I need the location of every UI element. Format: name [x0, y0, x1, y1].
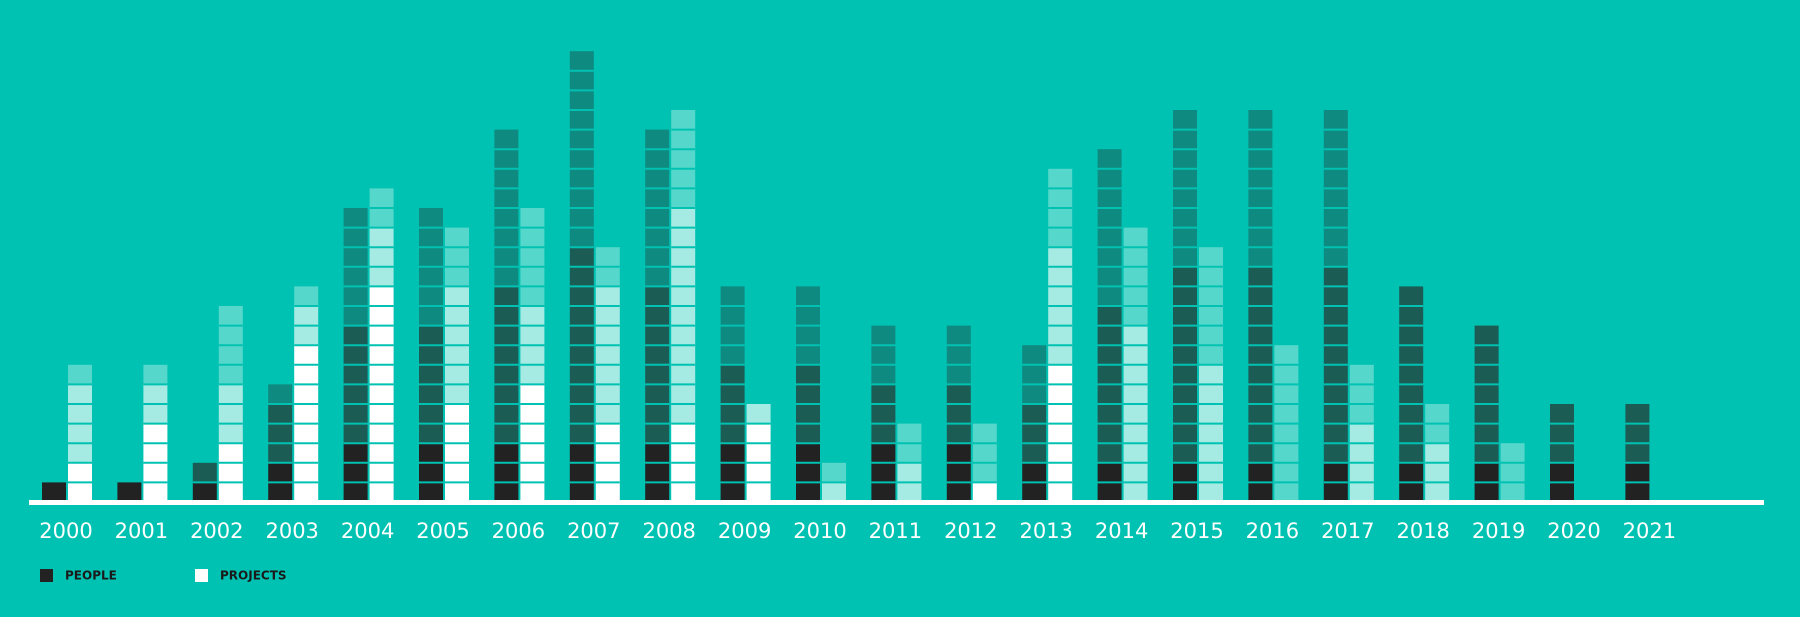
x-tick-label: 2019: [1472, 519, 1525, 543]
bar-segment: [192, 482, 217, 502]
x-tick-label: 2001: [115, 519, 168, 543]
x-tick-label: 2002: [190, 519, 243, 543]
legend-label: PROJECTS: [220, 569, 287, 583]
bar-segment: [520, 208, 545, 306]
bar-segment: [419, 443, 443, 502]
x-tick-label: 2020: [1547, 519, 1600, 543]
bar-segment: [871, 443, 896, 502]
x-tick-label: 2014: [1095, 519, 1148, 543]
x-tick-label: 2004: [341, 519, 394, 543]
bar-segment: [671, 208, 696, 424]
bar-segment: [192, 462, 217, 483]
bar-segment: [822, 462, 846, 483]
bar-segment: [1399, 286, 1424, 463]
bar-segment: [294, 286, 319, 306]
bar-segment: [218, 443, 243, 502]
x-tick-label: 2015: [1170, 519, 1223, 543]
bar-segment: [1349, 364, 1374, 424]
bar-segment: [1022, 345, 1047, 404]
bar-segment: [946, 325, 971, 385]
x-tick-label: 2017: [1321, 519, 1374, 543]
legend-swatch: [40, 569, 53, 582]
bar-segment: [369, 286, 394, 502]
x-tick-label: 2000: [39, 519, 92, 543]
bar-segment: [494, 443, 519, 502]
bar-segment: [1474, 325, 1499, 463]
x-tick-label: 2007: [567, 519, 620, 543]
bar-segment: [369, 227, 394, 287]
bar-segment: [822, 482, 846, 502]
bar-segment: [1625, 404, 1650, 463]
bar-segment: [569, 443, 594, 502]
bar-segment: [595, 286, 620, 424]
x-tick-label: 2021: [1623, 519, 1676, 543]
bar-segment: [1048, 364, 1073, 502]
x-tick-label: 2013: [1019, 519, 1072, 543]
bar-segment: [746, 404, 771, 424]
x-tick-label: 2018: [1396, 519, 1449, 543]
x-tick-label: 2008: [642, 519, 695, 543]
bar-segment: [671, 110, 696, 208]
x-tick-label: 2010: [793, 519, 846, 543]
bar-segment: [645, 443, 670, 502]
bar-segment: [1123, 325, 1148, 502]
x-tick-label: 2011: [869, 519, 922, 543]
bar-segment: [1199, 364, 1223, 502]
bar-segment: [946, 443, 971, 502]
bar-segment: [1022, 404, 1047, 463]
x-tick-label: 2009: [718, 519, 771, 543]
bar-segment: [796, 443, 820, 502]
bar-segment: [445, 404, 469, 502]
bar-segment: [720, 443, 745, 502]
baseline: [29, 500, 1764, 505]
bar-segment: [218, 384, 243, 444]
bar-segment: [445, 227, 469, 287]
bar-segment: [1550, 404, 1574, 463]
bar-segment: [1500, 443, 1525, 502]
x-tick-label: 2003: [265, 519, 318, 543]
bar-segment: [972, 482, 997, 502]
bar-segment: [871, 384, 896, 444]
bar-segment: [972, 423, 997, 483]
bar-segment: [117, 482, 142, 502]
bar-segment: [343, 443, 368, 502]
bar-segment: [268, 384, 293, 404]
x-tick-label: 2012: [944, 519, 997, 543]
bar-segment: [68, 364, 92, 385]
bar-segment: [42, 482, 66, 502]
legend-swatch: [195, 569, 208, 582]
bar-segment: [871, 325, 896, 385]
bar-segment: [1123, 227, 1148, 326]
bar-segment: [143, 364, 168, 385]
x-tick-label: 2016: [1246, 519, 1299, 543]
x-tick-label: 2006: [492, 519, 545, 543]
x-tick-label: 2005: [416, 519, 469, 543]
bar-segment: [268, 404, 293, 463]
bar-segment: [946, 384, 971, 444]
legend-label: PEOPLE: [65, 569, 117, 583]
bar-segment: [1425, 443, 1450, 502]
